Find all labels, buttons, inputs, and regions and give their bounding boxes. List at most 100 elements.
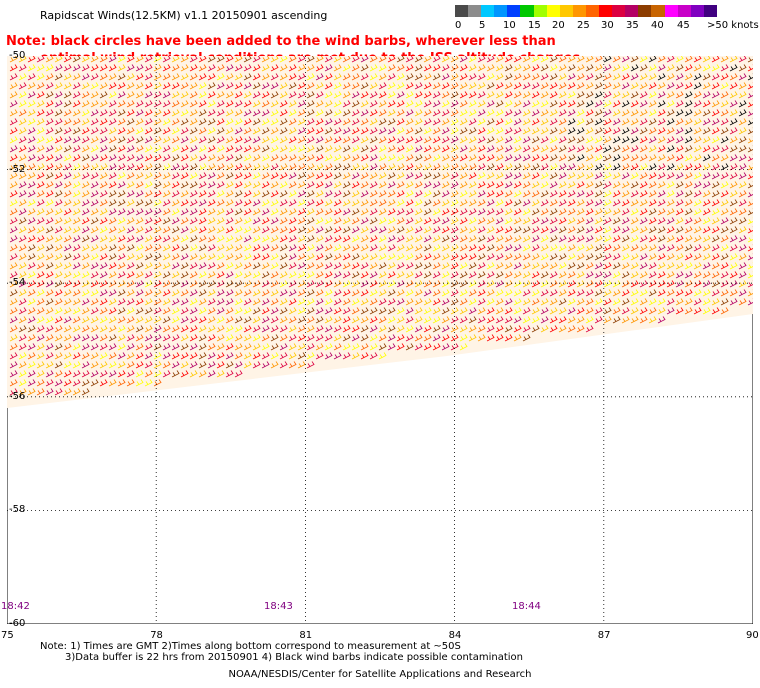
wind-barb — [54, 145, 63, 153]
wind-barb — [45, 271, 54, 279]
wind-barb — [27, 253, 36, 261]
wind-barb — [720, 109, 729, 117]
wind-barb — [126, 217, 135, 225]
wind-barb — [279, 127, 288, 135]
wind-barb — [279, 226, 288, 234]
wind-barb — [414, 307, 423, 315]
wind-barb — [621, 91, 630, 99]
wind-barb — [558, 316, 567, 324]
wind-barb — [711, 262, 720, 270]
wind-barb — [225, 316, 234, 324]
wind-barb — [72, 190, 81, 198]
wind-barb — [414, 289, 423, 297]
wind-barb — [216, 271, 225, 279]
wind-barb — [738, 289, 747, 297]
wind-barb — [558, 298, 567, 306]
wind-barb — [747, 163, 753, 171]
wind-barb — [486, 172, 495, 180]
wind-barb — [576, 298, 585, 306]
wind-barb — [171, 307, 180, 315]
wind-barb — [441, 307, 450, 315]
wind-barb — [711, 172, 720, 180]
wind-barb — [495, 298, 504, 306]
wind-barb — [495, 199, 504, 207]
wind-barb — [468, 109, 477, 117]
wind-barb — [234, 226, 243, 234]
wind-barb — [36, 334, 45, 342]
wind-barb — [81, 262, 90, 270]
wind-barb — [342, 190, 351, 198]
wind-barb — [261, 199, 270, 207]
wind-barb — [387, 334, 396, 342]
wind-barb — [675, 253, 684, 261]
wind-barb — [585, 253, 594, 261]
wind-barb — [234, 118, 243, 126]
wind-barb — [180, 118, 189, 126]
wind-barb — [9, 361, 18, 369]
wind-barb — [198, 343, 207, 351]
wind-barb — [108, 190, 117, 198]
wind-barb — [162, 235, 171, 243]
wind-barb — [126, 235, 135, 243]
wind-barb — [603, 307, 612, 315]
wind-barb — [684, 226, 693, 234]
wind-barb — [495, 172, 504, 180]
wind-barb — [477, 82, 486, 90]
wind-barb — [666, 217, 675, 225]
wind-barb — [720, 226, 729, 234]
wind-barb — [162, 64, 171, 72]
wind-barb — [162, 343, 171, 351]
wind-barb — [90, 235, 99, 243]
wind-barb — [369, 127, 378, 135]
wind-barb — [81, 325, 90, 333]
wind-barb — [432, 136, 441, 144]
wind-barb — [126, 109, 135, 117]
wind-barb — [576, 172, 585, 180]
legend-label: >50 knots — [707, 20, 759, 31]
wind-barb — [693, 109, 702, 117]
wind-barb — [513, 109, 522, 117]
wind-barb — [189, 352, 198, 360]
wind-barb — [396, 235, 405, 243]
wind-barb — [288, 334, 297, 342]
wind-barb — [279, 235, 288, 243]
wind-barb — [189, 361, 198, 369]
wind-barb — [351, 145, 360, 153]
wind-barb — [693, 199, 702, 207]
wind-barb — [216, 244, 225, 252]
latitude-label: -60 — [9, 618, 26, 629]
wind-barb — [216, 217, 225, 225]
wind-barb — [342, 163, 351, 171]
wind-barb — [297, 343, 306, 351]
wind-barb — [450, 136, 459, 144]
wind-barb — [639, 118, 648, 126]
wind-barb — [306, 262, 315, 270]
wind-barb — [414, 199, 423, 207]
wind-barb — [648, 154, 657, 162]
wind-barb — [540, 217, 549, 225]
wind-barb — [630, 56, 639, 63]
wind-barb — [567, 82, 576, 90]
wind-barb — [261, 271, 270, 279]
wind-barb — [36, 235, 45, 243]
wind-barb — [171, 316, 180, 324]
wind-barb — [387, 118, 396, 126]
wind-barb — [711, 73, 720, 81]
wind-barb — [27, 244, 36, 252]
wind-barb — [414, 73, 423, 81]
wind-barb — [171, 163, 180, 171]
wind-barb — [657, 217, 666, 225]
wind-barb — [720, 217, 729, 225]
wind-barb — [171, 109, 180, 117]
wind-barb — [360, 91, 369, 99]
wind-barb — [495, 226, 504, 234]
wind-barb — [279, 343, 288, 351]
wind-barb — [666, 154, 675, 162]
wind-barb — [693, 226, 702, 234]
wind-barb — [54, 91, 63, 99]
wind-barb — [144, 181, 153, 189]
wind-barb — [747, 91, 753, 99]
wind-barb — [738, 244, 747, 252]
wind-barb — [504, 334, 513, 342]
wind-barb — [450, 181, 459, 189]
